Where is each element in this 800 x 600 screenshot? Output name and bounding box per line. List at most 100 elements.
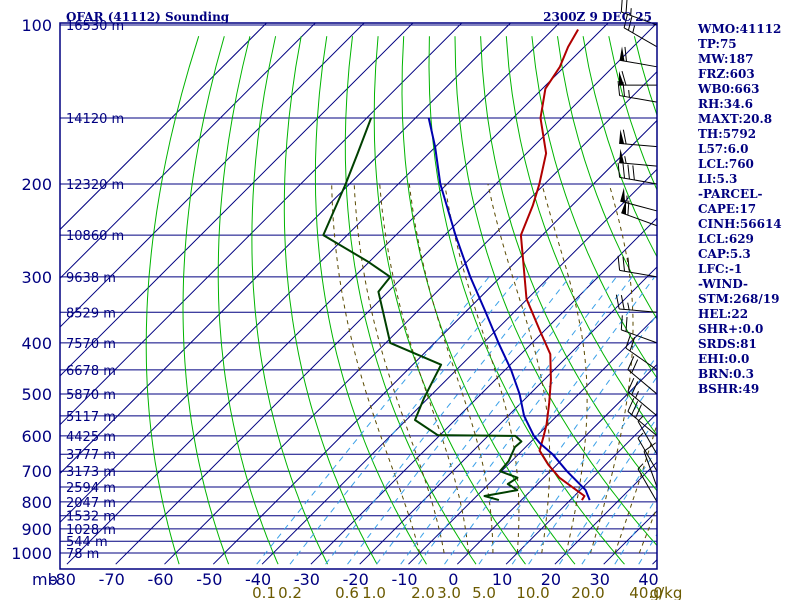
moist-adiabat-line [638, 506, 657, 554]
height-label: 2594 m [66, 481, 116, 496]
height-label: 9638 m [66, 271, 116, 286]
wind-barb-staff [623, 27, 658, 48]
wind-barb [619, 148, 658, 167]
stat-line: STM:268/19 [698, 292, 780, 306]
moist-adiabat-line [487, 183, 551, 554]
temperature-tick-label: -60 [147, 570, 173, 589]
stat-line: CAP:5.3 [698, 247, 751, 261]
temperature-tick-label: -30 [294, 570, 320, 589]
wind-barb [627, 397, 658, 437]
isotherm-line [66, 23, 609, 565]
wind-barb-full [617, 255, 621, 271]
dry-adiabat-line [283, 36, 378, 565]
wind-barb-full [622, 163, 625, 179]
wind-barb [620, 315, 658, 344]
stat-line: -PARCEL- [698, 187, 763, 201]
stat-line: LCL:760 [698, 157, 754, 171]
wind-barb-full [625, 0, 628, 14]
height-label: 544 m [66, 535, 108, 550]
wind-barb-flag [619, 46, 625, 62]
stat-line: SHR+:0.0 [698, 322, 764, 336]
pressure-tick-label: 1000 [11, 544, 52, 563]
mixing-ratio-line [581, 448, 657, 565]
wind-barb-full [643, 442, 657, 452]
dry-adiabat-line [344, 36, 477, 565]
dry-adiabat-line [373, 36, 526, 565]
dry-adiabat-line [401, 36, 576, 565]
dry-adiabat-line [145, 36, 200, 565]
wind-barb [637, 463, 658, 503]
wind-barb-staff [619, 95, 658, 103]
stat-line: L57:6.0 [698, 142, 749, 156]
mixing-ratio-line [478, 313, 657, 565]
isotherm-line [60, 23, 365, 328]
wind-barb-half [627, 302, 630, 310]
wind-barb-flag [620, 187, 626, 203]
mixing-ratio-label: 0.1 [252, 584, 276, 600]
chart-title: OFAR (41112) Sounding [66, 10, 230, 24]
wind-barb [625, 334, 658, 371]
stat-line: -WIND- [698, 277, 748, 291]
dry-adiabat-line [557, 36, 657, 320]
wind-barb-half [632, 25, 636, 33]
stat-line: CINH:56614 [698, 217, 782, 231]
wind-barbs [615, 0, 658, 503]
wind-barb-full [617, 81, 621, 96]
pressure-tick-label: 600 [21, 427, 52, 446]
mixing-ratio-label: 1.0 [362, 584, 386, 600]
wind-barb-staff [627, 369, 658, 395]
height-label: 3777 m [66, 448, 116, 463]
dry-adiabat-line [454, 36, 657, 547]
temperature-tick-label: 0 [448, 570, 458, 589]
wind-barb-full [622, 256, 625, 272]
temperature-tick-label: 10 [492, 570, 512, 589]
isotherm-line [554, 461, 657, 565]
stat-line: HEL:22 [698, 307, 749, 321]
wind-barb [627, 377, 658, 417]
wind-barb-half [637, 432, 644, 439]
pressure-unit-label: mb [32, 570, 58, 589]
wind-barb-flag [619, 148, 625, 164]
isotherm-line [60, 23, 561, 524]
mixing-ratio-line [418, 276, 633, 565]
pressure-tick-label: 900 [21, 520, 52, 539]
wind-barb-staff [627, 411, 658, 437]
wind-barb-staff [619, 269, 658, 278]
wind-barb-full [625, 317, 628, 332]
pressure-tick-label: 800 [21, 493, 52, 512]
isotherm-line [261, 168, 657, 565]
stability-indices-panel: WMO:41112 TP:75 MW:187 FRZ:603 WB0:663 RH:34.… [698, 22, 798, 397]
isotherm-line [164, 70, 657, 565]
stat-line: SRDS:81 [698, 337, 757, 351]
wind-barb-full [632, 165, 635, 181]
pressure-tick-label: 400 [21, 334, 52, 353]
wind-barb [619, 46, 658, 68]
pressure-tick-label: 100 [21, 16, 52, 35]
stat-line: EHI:0.0 [698, 352, 750, 366]
wind-barb-full [623, 13, 629, 28]
wind-barb [615, 294, 658, 313]
mixing-ratio-label: 2.0 [411, 584, 435, 600]
moist-adiabat-line [444, 183, 520, 554]
isotherm-line [60, 23, 414, 377]
isotherm-line [60, 23, 463, 426]
dry-adiabat-line [182, 36, 230, 565]
mixing-ratio-label: 5.0 [472, 584, 496, 600]
wind-barb-staff [619, 59, 658, 68]
wind-barb-half [624, 156, 627, 164]
mixing-ratio-line [325, 276, 551, 565]
stat-line: CAPE:17 [698, 202, 757, 216]
mixing-ratio-label: 40.0 [629, 584, 662, 600]
height-label: 1028 m [66, 523, 116, 538]
wind-barb [637, 415, 658, 455]
wind-barb-staff [637, 438, 658, 472]
wind-barb-flag [619, 71, 624, 86]
temperature-tick-label: 20 [541, 570, 561, 589]
wind-barb-full [631, 381, 639, 395]
mixing-ratio-line [347, 276, 570, 565]
isotherm-line [359, 266, 657, 565]
wind-barb-full [627, 257, 630, 273]
stat-line: RH:34.6 [698, 97, 753, 111]
wind-barb-full [627, 397, 635, 412]
